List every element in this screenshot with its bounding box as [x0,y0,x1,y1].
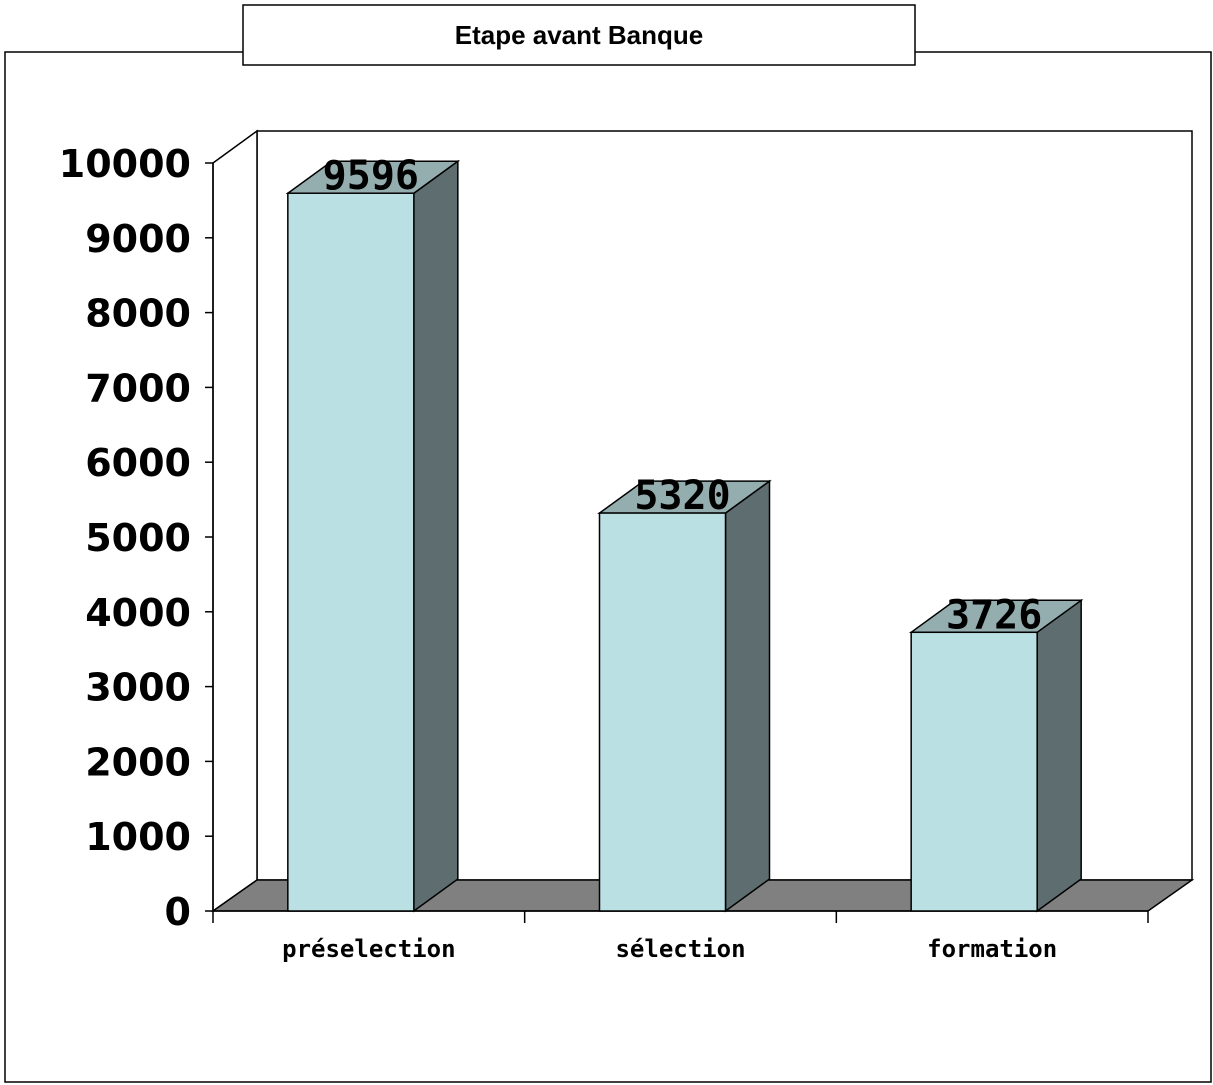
y-tick-label: 10000 [59,142,191,186]
title-box [242,4,916,66]
bar-side-face [1036,598,1082,913]
bar-side-face [724,479,771,913]
y-tick-label: 2000 [85,740,191,784]
bar [285,159,461,913]
data-label: 3726 [946,592,1042,638]
y-tick-label: 7000 [85,366,191,410]
y-ticks: 0 1000 2000 3000 4000 5000 6000 7000 8000 9000 100… [59,142,213,934]
x-ticks: préselection sélection formation [212,911,1149,963]
x-tick-label: formation [927,935,1057,963]
bars [285,159,1084,913]
bar-front-face [287,192,415,912]
bar-side-face [413,159,459,913]
chart-title: Etape avant Banque [455,20,704,50]
chart-frame [4,51,1212,1083]
bar [908,598,1084,913]
y-tick-label: 5000 [85,516,191,560]
y-tick-label: 6000 [85,441,191,485]
bar [597,479,772,913]
y-tick-label: 8000 [85,292,191,336]
y-tick-label: 9000 [85,217,191,261]
y-tick-label: 1000 [85,815,191,859]
y-tick-label: 3000 [85,666,191,710]
bar-front-face [910,631,1038,912]
data-label: 5320 [634,473,730,519]
y-tick-label: 4000 [85,591,191,635]
bar-front-face [598,512,727,912]
data-label: 9596 [323,153,419,199]
x-tick-label: sélection [615,935,745,963]
x-tick-label: préselection [282,935,455,963]
y-tick-label: 0 [165,890,191,934]
data-labels: 9596 5320 3726 [323,153,1043,638]
side-wall [212,129,258,913]
